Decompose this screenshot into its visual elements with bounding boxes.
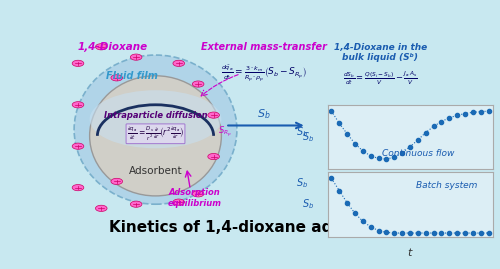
Ellipse shape	[90, 90, 222, 148]
Circle shape	[192, 191, 204, 197]
Text: 1,4-Dioxane in the
bulk liquid (Sᵇ): 1,4-Dioxane in the bulk liquid (Sᵇ)	[334, 43, 427, 62]
Circle shape	[96, 44, 107, 50]
Text: External mass-transfer: External mass-transfer	[201, 42, 327, 52]
Circle shape	[130, 54, 142, 60]
Text: $S_{R_p}$: $S_{R_p}$	[218, 125, 232, 139]
Circle shape	[72, 143, 84, 149]
Circle shape	[173, 199, 184, 205]
Text: Intraparticle diffusion: Intraparticle diffusion	[104, 111, 208, 120]
Circle shape	[111, 75, 122, 81]
FancyBboxPatch shape	[62, 32, 450, 239]
Text: $S_b$: $S_b$	[302, 130, 314, 144]
Circle shape	[72, 60, 84, 66]
Text: $S_b$: $S_b$	[257, 108, 271, 121]
Circle shape	[72, 185, 84, 191]
Circle shape	[208, 112, 220, 118]
Circle shape	[192, 81, 204, 87]
Text: $\frac{\partial q_a}{\partial t} = \frac{D_s}{r^2}\frac{\partial}{\partial r}\le: $\frac{\partial q_a}{\partial t} = \frac…	[127, 125, 184, 143]
Circle shape	[72, 102, 84, 108]
Ellipse shape	[90, 76, 222, 196]
Text: $\frac{d\bar{q}_a}{dt} = \frac{3 \cdot k_m}{R_p \cdot \rho_p}\left(S_b - S_{R_p}: $\frac{d\bar{q}_a}{dt} = \frac{3 \cdot k…	[221, 64, 307, 84]
Circle shape	[208, 153, 220, 160]
Text: $t$: $t$	[406, 246, 414, 259]
Text: 1,4-Dioxane: 1,4-Dioxane	[78, 42, 148, 52]
Text: Kinetics of 1,4-dioxane adsorption: Kinetics of 1,4-dioxane adsorption	[109, 220, 404, 235]
Circle shape	[130, 201, 142, 207]
Circle shape	[111, 178, 122, 185]
Text: Adsorption
equilibrium: Adsorption equilibrium	[167, 188, 221, 208]
Text: Batch system: Batch system	[416, 180, 477, 190]
Ellipse shape	[74, 55, 237, 204]
Text: $S_b$: $S_b$	[296, 176, 308, 190]
Circle shape	[173, 60, 184, 66]
Text: Adsorbent: Adsorbent	[128, 166, 182, 176]
Text: $S_b$: $S_b$	[296, 125, 308, 139]
Text: Fluid film: Fluid film	[106, 71, 158, 81]
Text: $\frac{dS_b}{dt} = \frac{Q(S_i - S_b)}{V} - \frac{J_a\,A_s}{V}$: $\frac{dS_b}{dt} = \frac{Q(S_i - S_b)}{V…	[343, 69, 417, 87]
Circle shape	[96, 205, 107, 211]
Text: $S_b$: $S_b$	[302, 197, 314, 211]
Text: Continuous flow: Continuous flow	[382, 149, 454, 158]
